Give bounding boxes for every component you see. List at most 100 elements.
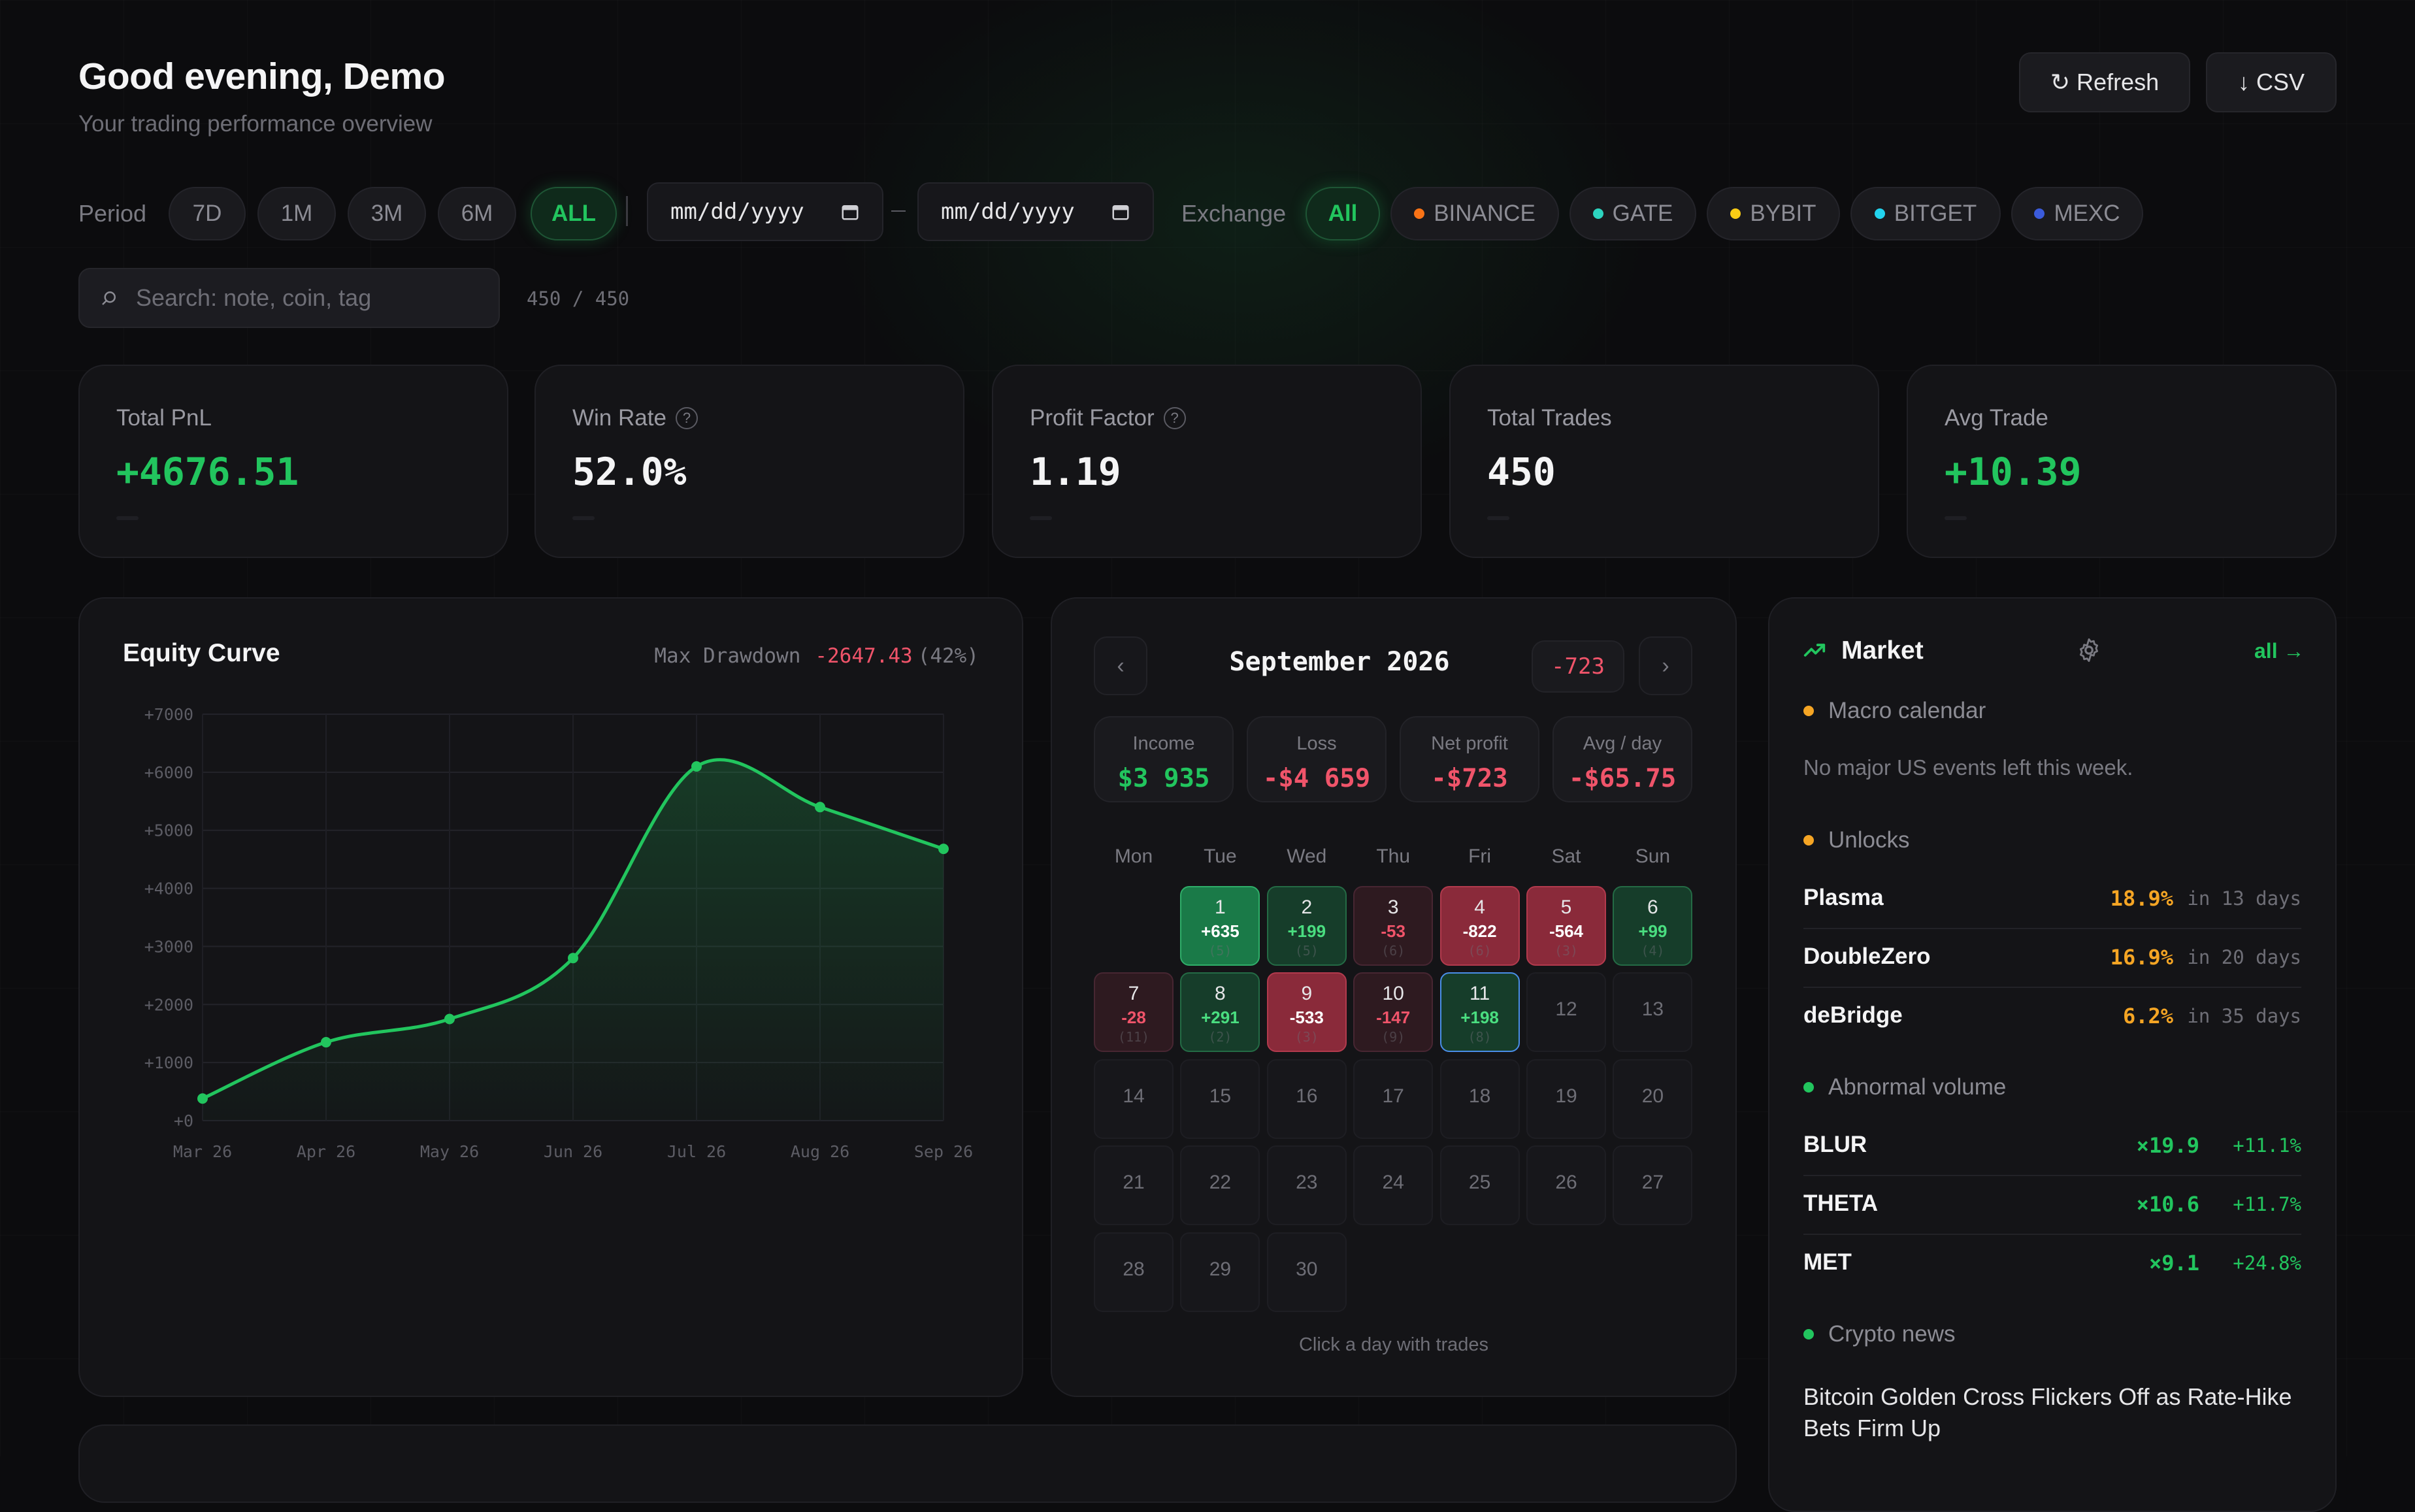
calendar-icon[interactable] xyxy=(840,202,860,222)
calendar-day-5[interactable]: 5 -564 (3) xyxy=(1526,886,1606,966)
calendar-day-4[interactable]: 4 -822 (6) xyxy=(1439,886,1520,966)
period-pill-6m[interactable]: 6M xyxy=(438,187,516,240)
calendar-day-13: 13 xyxy=(1613,972,1693,1053)
date-to-input[interactable]: mm/dd/yyyy xyxy=(917,182,1154,241)
calendar-day-6[interactable]: 6 +99 (4) xyxy=(1613,886,1693,966)
unlock-row[interactable]: Plasma 18.9% in 13 days xyxy=(1803,872,2301,929)
exchange-pill-bitget[interactable]: BITGET xyxy=(1850,187,2001,240)
exchange-name: BINANCE xyxy=(1434,201,1536,226)
market-all-link[interactable]: all → xyxy=(2254,639,2305,663)
day-pnl: -147 xyxy=(1376,1008,1411,1028)
calendar-month-title: September 2026 xyxy=(1229,647,1450,677)
next-month-button[interactable]: › xyxy=(1639,636,1692,695)
calendar-day-20: 20 xyxy=(1613,1059,1693,1139)
gear-icon[interactable] xyxy=(2075,636,2103,664)
period-pill-1m[interactable]: 1M xyxy=(257,187,336,240)
help-icon[interactable]: ? xyxy=(675,407,698,429)
day-number: 1 xyxy=(1215,896,1226,918)
exchange-pill-gate[interactable]: GATE xyxy=(1569,187,1696,240)
abnormal-volume-row[interactable]: THETA ×10.6 +11.7% xyxy=(1803,1177,2301,1235)
weekday-label: Fri xyxy=(1468,846,1492,867)
day-pnl: +291 xyxy=(1201,1008,1240,1028)
summary-label: Net profit xyxy=(1431,733,1508,754)
search-result-count: 450 / 450 xyxy=(527,288,630,310)
exchange-name: BITGET xyxy=(1894,201,1977,226)
calendar-day-11[interactable]: 11 +198 (8) xyxy=(1439,972,1520,1053)
trending-up-icon xyxy=(1803,644,1826,657)
prev-month-button[interactable]: ‹ xyxy=(1094,636,1147,695)
search-placeholder: Search: note, coin, tag xyxy=(136,284,372,311)
equity-point[interactable] xyxy=(938,844,949,855)
market-title: Market xyxy=(1841,636,1924,665)
equity-point[interactable] xyxy=(568,953,578,964)
csv-export-button[interactable]: ↓ CSV xyxy=(2206,52,2337,112)
unlock-row[interactable]: DoubleZero 16.9% in 20 days xyxy=(1803,930,2301,988)
weekday-label: Sat xyxy=(1551,846,1581,867)
equity-point[interactable] xyxy=(815,802,825,813)
exchange-pill-binance[interactable]: BINANCE xyxy=(1390,187,1559,240)
x-tick-label: Sep 26 xyxy=(914,1142,973,1161)
weekday-label: Wed xyxy=(1287,846,1327,867)
help-icon[interactable]: ? xyxy=(1163,407,1186,429)
exchange-color-dot xyxy=(1874,208,1885,219)
date-to-placeholder: mm/dd/yyyy xyxy=(941,199,1075,225)
abnormal-volume-row[interactable]: MET ×9.1 +24.8% xyxy=(1803,1236,2301,1294)
period-pill-all[interactable]: ALL xyxy=(531,187,617,240)
equity-chart[interactable]: +0 +1000 +2000 +3000 +4000 +5000 +6000 +7000 Mar… xyxy=(80,599,1025,1187)
day-number: 28 xyxy=(1123,1258,1145,1280)
summary-value: -$723 xyxy=(1431,764,1508,793)
calendar-day-24: 24 xyxy=(1353,1145,1434,1226)
calendar-day-9[interactable]: 9 -533 (3) xyxy=(1266,972,1347,1053)
calendar-summary-loss: Loss -$4 659 xyxy=(1247,716,1387,802)
abnormal-volume-heading: Abnormal volume xyxy=(1803,1074,2006,1100)
day-pnl: +99 xyxy=(1638,921,1668,941)
exchange-pill-all[interactable]: All xyxy=(1306,187,1380,240)
calendar-day-3[interactable]: 3 -53 (6) xyxy=(1353,886,1434,966)
day-pnl: -822 xyxy=(1462,921,1497,941)
day-number: 2 xyxy=(1301,896,1313,918)
equity-point[interactable] xyxy=(321,1037,331,1048)
volume-multiplier: ×9.1 xyxy=(2148,1251,2199,1275)
day-pnl: -564 xyxy=(1549,921,1584,941)
date-from-input[interactable]: mm/dd/yyyy xyxy=(647,182,883,241)
abnormal-volume-row[interactable]: BLUR ×19.9 +11.1% xyxy=(1803,1119,2301,1176)
equity-point[interactable] xyxy=(444,1013,455,1025)
summary-label: Income xyxy=(1132,733,1195,754)
stat-card-win-rate: Win Rate? 52.0% xyxy=(534,365,964,558)
day-trade-count: (5) xyxy=(1208,943,1232,959)
exchange-pill-bybit[interactable]: BYBIT xyxy=(1707,187,1840,240)
news-headline[interactable]: Bitcoin Golden Cross Flickers Off as Rat… xyxy=(1803,1383,2292,1441)
unlock-row[interactable]: deBridge 6.2% in 35 days xyxy=(1803,989,2301,1047)
equity-point[interactable] xyxy=(197,1093,208,1104)
day-number: 5 xyxy=(1560,896,1572,918)
period-pill-3m[interactable]: 3M xyxy=(348,187,426,240)
day-number: 25 xyxy=(1468,1172,1491,1194)
exchange-color-dot xyxy=(2034,208,2045,219)
day-pnl: +635 xyxy=(1201,921,1240,941)
unlock-percent: 16.9% xyxy=(2110,945,2173,970)
chevron-left-icon: ‹ xyxy=(1117,653,1125,678)
market-card xyxy=(1768,597,2337,1512)
period-label: Period xyxy=(78,200,147,227)
exchange-color-dot xyxy=(1730,208,1741,219)
day-number: 20 xyxy=(1641,1085,1664,1107)
day-number: 15 xyxy=(1209,1085,1232,1107)
calendar-day-28: 28 xyxy=(1094,1232,1174,1312)
period-pill-7d[interactable]: 7D xyxy=(169,187,246,240)
calendar-day-10[interactable]: 10 -147 (9) xyxy=(1353,972,1434,1053)
volume-change: +11.7% xyxy=(2233,1193,2301,1215)
equity-point[interactable] xyxy=(691,761,702,772)
y-tick-label: +6000 xyxy=(144,763,193,782)
exchange-pill-mexc[interactable]: MEXC xyxy=(2011,187,2143,240)
calendar-day-2[interactable]: 2 +199 (5) xyxy=(1266,886,1347,966)
calendar-day-8[interactable]: 8 +291 (2) xyxy=(1180,972,1260,1053)
calendar-day-1[interactable]: 1 +635 (5) xyxy=(1180,886,1260,966)
calendar-summary-avg-day: Avg / day -$65.75 xyxy=(1552,716,1692,802)
search-input[interactable]: Search: note, coin, tag xyxy=(78,268,500,328)
calendar-day-7[interactable]: 7 -28 (11) xyxy=(1094,972,1174,1053)
day-trade-count: (6) xyxy=(1381,943,1405,959)
drawdown-label: Max Drawdown xyxy=(654,644,801,668)
refresh-button[interactable]: ↻ Refresh xyxy=(2019,52,2190,112)
equity-area xyxy=(203,759,944,1121)
calendar-icon[interactable] xyxy=(1111,202,1130,222)
